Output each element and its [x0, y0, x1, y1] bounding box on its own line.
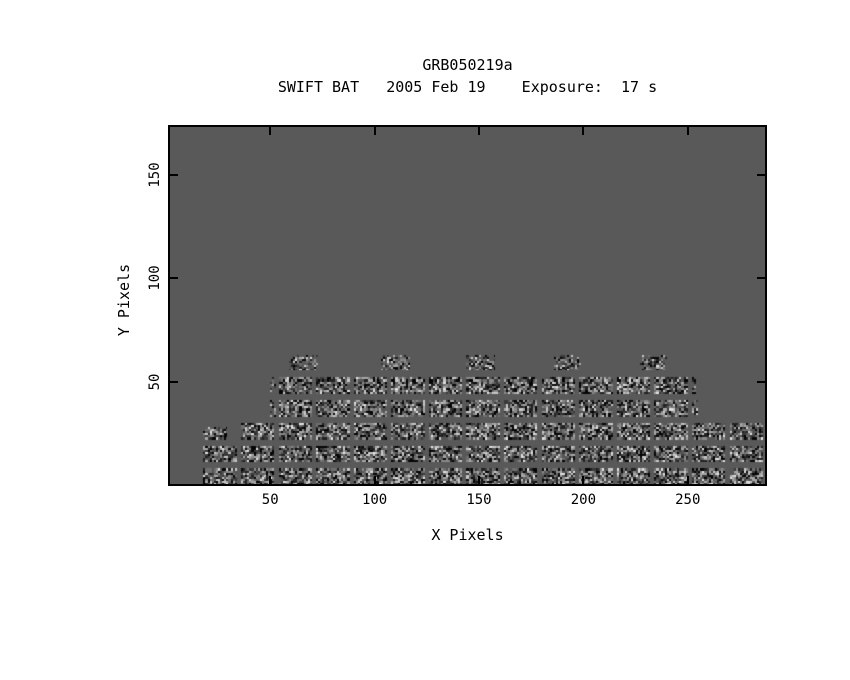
x-tick-mark — [373, 476, 376, 484]
y-tick-mark — [170, 277, 178, 280]
x-tick-label: 250 — [675, 492, 701, 508]
chart-subtitle: SWIFT BAT 2005 Feb 19 Exposure: 17 s — [277, 78, 658, 96]
y-tick-label: 150 — [147, 161, 163, 188]
x-tick-mark-top — [477, 127, 480, 135]
chart-title: GRB050219a — [422, 56, 513, 74]
y-tick-mark-right — [757, 380, 765, 383]
x-tick-mark-top — [269, 127, 272, 135]
y-axis-title: Y Pixels — [115, 263, 133, 337]
x-tick-label: 200 — [570, 492, 597, 508]
x-tick-label: 50 — [261, 492, 279, 508]
plot-frame — [168, 125, 767, 486]
y-tick-label: 50 — [147, 373, 163, 390]
x-tick-mark — [582, 476, 585, 484]
x-tick-mark-top — [686, 127, 689, 135]
y-tick-mark-right — [757, 277, 765, 280]
detector-image-canvas — [170, 127, 765, 484]
x-tick-mark-top — [373, 127, 376, 135]
x-tick-mark — [269, 476, 272, 484]
x-axis-title: X Pixels — [431, 526, 504, 544]
x-tick-label: 100 — [361, 492, 388, 508]
y-tick-label: 100 — [147, 265, 163, 291]
y-tick-mark-right — [757, 173, 765, 176]
y-tick-mark — [170, 380, 178, 383]
x-tick-mark — [477, 476, 480, 484]
x-tick-mark-top — [582, 127, 585, 135]
x-tick-label: 150 — [466, 492, 492, 508]
x-tick-mark — [686, 476, 689, 484]
y-tick-mark — [170, 173, 178, 176]
